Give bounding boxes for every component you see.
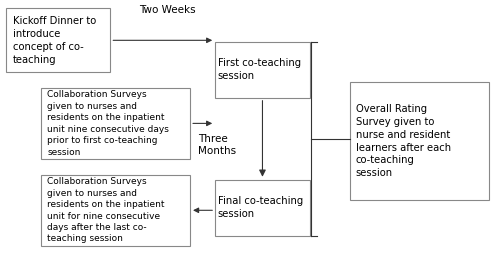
Text: Collaboration Surveys
given to nurses and
residents on the inpatient
unit for ni: Collaboration Surveys given to nurses an…	[47, 177, 164, 243]
Text: Kickoff Dinner to
introduce
concept of co-
teaching: Kickoff Dinner to introduce concept of c…	[13, 16, 96, 65]
FancyBboxPatch shape	[40, 175, 190, 246]
FancyBboxPatch shape	[215, 42, 310, 98]
FancyBboxPatch shape	[215, 180, 310, 236]
FancyBboxPatch shape	[350, 82, 490, 200]
Text: Collaboration Surveys
given to nurses and
residents on the inpatient
unit nine c: Collaboration Surveys given to nurses an…	[47, 90, 169, 157]
Text: Final co-teaching
session: Final co-teaching session	[218, 196, 303, 219]
Text: Overall Rating
Survey given to
nurse and resident
learners after each
co-teachin: Overall Rating Survey given to nurse and…	[356, 104, 451, 178]
Text: First co-teaching
session: First co-teaching session	[218, 58, 300, 81]
Text: Two Weeks: Two Weeks	[140, 5, 196, 15]
FancyBboxPatch shape	[6, 8, 110, 72]
FancyBboxPatch shape	[40, 88, 190, 159]
Text: Three
Months: Three Months	[198, 134, 236, 156]
